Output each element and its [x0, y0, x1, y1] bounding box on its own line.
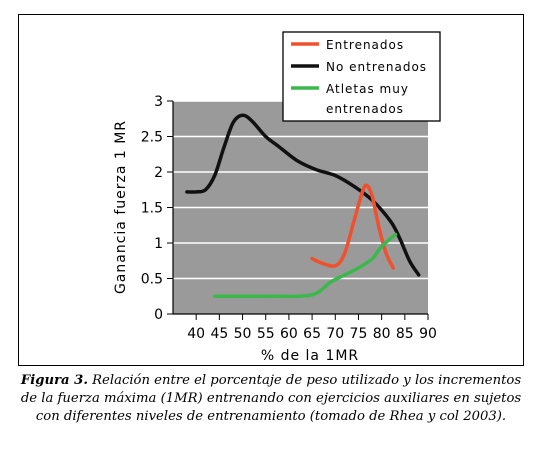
- x-tick-label-4: 60: [280, 326, 298, 342]
- legend-label-atletas-line1: Atletas muy: [326, 82, 409, 96]
- series-entrenados: [310, 183, 395, 270]
- y-axis-label: Ganancia fuerza 1 MR: [113, 120, 129, 294]
- x-tick-label-9: 85: [396, 326, 414, 342]
- x-tick-labels: 40 45 50 55 60 65 70 75 80 85 90: [187, 326, 437, 342]
- x-tick-label-0: 40: [187, 326, 205, 342]
- x-tick-label-5: 65: [303, 326, 321, 342]
- y-tick-label-6: 3: [154, 94, 163, 110]
- series-no-entrenados: [185, 113, 421, 277]
- x-tick-label-3: 55: [257, 326, 275, 342]
- series-lines: [185, 113, 421, 299]
- y-tick-label-3: 1.5: [141, 201, 163, 217]
- y-tick-label-4: 2: [154, 165, 163, 181]
- y-tick-labels: 0 0.5 1 1.5 2 2.5 3: [141, 94, 163, 323]
- y-tick-label-5: 2.5: [141, 130, 163, 146]
- legend-label-no-entrenados: No entrenados: [326, 60, 427, 74]
- y-tick-label-2: 1: [154, 236, 163, 252]
- x-tick-label-1: 45: [210, 326, 228, 342]
- figure-caption: Figura 3. Relación entre el porcentaje d…: [18, 372, 524, 426]
- legend-label-atletas-line2: entrenados: [326, 102, 404, 116]
- x-tick-label-2: 50: [234, 326, 252, 342]
- x-tick-label-6: 70: [326, 326, 344, 342]
- y-tick-label-1: 0.5: [141, 272, 163, 288]
- y-tick-label-0: 0: [154, 307, 163, 323]
- legend-box: [282, 31, 441, 122]
- x-tick-label-7: 75: [350, 326, 368, 342]
- x-tick-label-8: 80: [373, 326, 391, 342]
- series-atletas-muy-entrenados: [212, 232, 398, 299]
- caption-label: Figura 3.: [20, 373, 88, 388]
- x-tick-label-10: 90: [419, 326, 437, 342]
- chart: 0 0.5 1 1.5 2 2.5 3 40 45 50 55 60 65 70 75 80 85 90 % d…: [113, 31, 441, 364]
- legend-label-entrenados: Entrenados: [326, 38, 404, 52]
- axes: [167, 100, 429, 320]
- caption-text: Relación entre el porcentaje de peso uti…: [20, 373, 522, 424]
- x-axis-label: % de la 1MR: [261, 348, 359, 364]
- legend: Entrenados No entrenados Atletas muy ent…: [282, 31, 441, 122]
